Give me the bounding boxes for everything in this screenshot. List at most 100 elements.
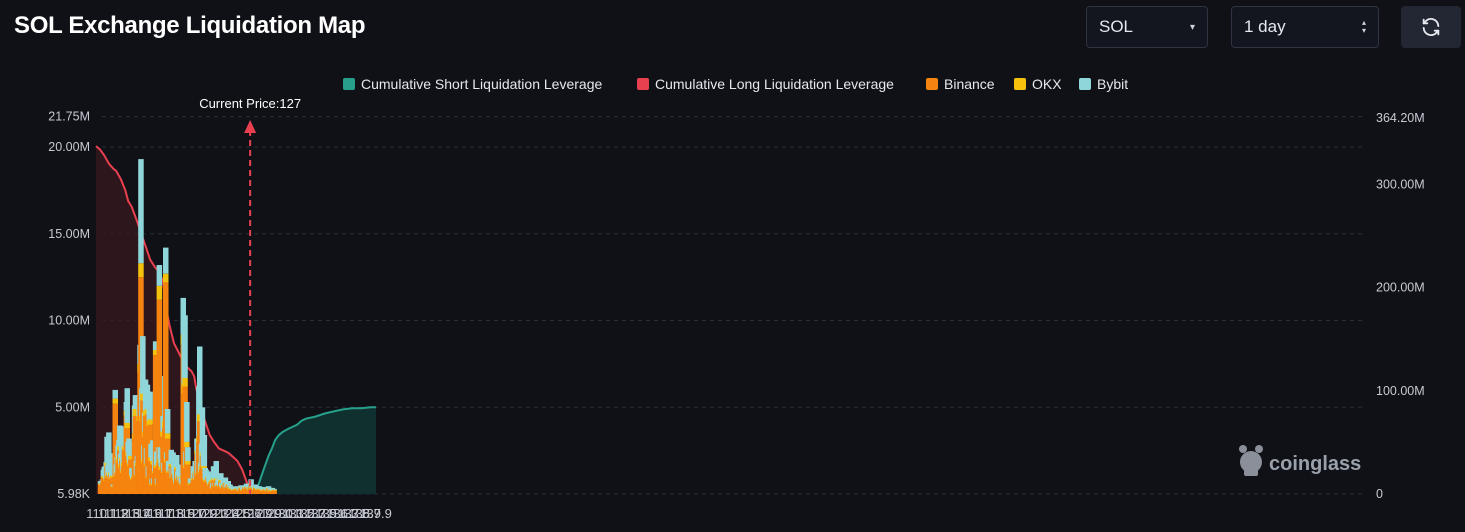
bar-bybit <box>253 486 260 488</box>
bar-bybit <box>138 159 144 264</box>
bar-bybit <box>269 487 275 490</box>
x-axis-tick-label: 112.5 <box>108 506 140 521</box>
bar-bybit <box>199 407 206 453</box>
bar-bybit <box>132 395 139 409</box>
bar-binance <box>132 415 139 494</box>
bar-okx <box>182 377 188 387</box>
bar-bybit <box>157 447 163 460</box>
bar-bybit <box>156 265 163 286</box>
bar-okx <box>185 461 191 465</box>
bar-okx <box>112 398 118 404</box>
bar-okx <box>213 478 219 481</box>
x-axis-tick-label: 120.9 <box>185 506 218 521</box>
bar-bybit <box>218 473 224 481</box>
right-axis-tick-label: 200.00M <box>1376 281 1425 295</box>
current-price-arrow <box>244 120 257 133</box>
bar-bybit <box>201 435 208 467</box>
bar-bybit <box>152 341 159 350</box>
x-axis-tick-label: 117.3 <box>152 506 184 521</box>
refresh-icon <box>1422 18 1440 36</box>
bar-bybit <box>265 486 272 488</box>
legend-label-okx: OKX <box>1032 76 1062 92</box>
x-axis-tick-label: 137.5 <box>337 506 370 521</box>
right-axis-tick-label: 364.20M <box>1376 111 1425 125</box>
x-axis-tick-label: 127.9 <box>249 506 282 521</box>
bar-okx <box>138 263 144 278</box>
coin-select[interactable]: SOL ▾ <box>1086 6 1208 48</box>
bar-bybit <box>174 455 180 468</box>
bar-bybit <box>250 484 256 487</box>
x-axis-tick-label: 124.5 <box>218 506 251 521</box>
bar-okx <box>156 285 163 300</box>
chevron-down-icon: ▾ <box>1189 21 1195 33</box>
short-cumulative-area <box>251 407 376 494</box>
coinglass-logo-icon <box>1239 445 1263 476</box>
bar-bybit <box>163 247 169 274</box>
bar-bybit <box>117 425 123 447</box>
watermark-text: coinglass <box>1269 453 1361 475</box>
left-axis-tick-label: 5.00M <box>55 400 90 414</box>
bar-bybit <box>106 432 112 473</box>
bar-bybit <box>239 486 245 488</box>
bar-bybit <box>213 461 219 479</box>
bar-bybit <box>184 402 190 442</box>
bar-bybit <box>222 477 229 483</box>
refresh-button[interactable] <box>1401 6 1461 48</box>
bar-bybit <box>170 452 176 465</box>
right-axis-tick-label: 0 <box>1376 487 1383 501</box>
bar-bybit <box>234 486 241 488</box>
page-title: SOL Exchange Liquidation Map <box>14 12 366 39</box>
chevron-up-icon: ▴ <box>1361 18 1366 27</box>
bar-bybit <box>147 391 153 420</box>
bar-binance <box>156 299 163 494</box>
bar-okx <box>218 480 224 482</box>
left-axis-tick-label: 15.00M <box>48 227 90 241</box>
legend-label-binance: Binance <box>944 76 995 92</box>
bar-binance <box>271 490 277 494</box>
x-axis-tick-label: 118.5 <box>163 506 195 521</box>
x-axis-tick-label: 111.3 <box>98 506 129 521</box>
chevron-down-icon: ▾ <box>1361 26 1366 35</box>
left-axis-tick-label: 5.98K <box>57 487 90 501</box>
legend-swatch-bybit <box>1079 78 1091 90</box>
x-axis-tick-label: 110.1 <box>86 506 118 521</box>
bar-okx <box>177 476 184 479</box>
legend-swatch-short <box>343 78 355 90</box>
left-axis-tick-label: 21.75M <box>48 110 90 124</box>
x-axis-tick-label: 125.7 <box>229 506 262 521</box>
long-cumulative-line <box>95 145 253 495</box>
legend-swatch-long <box>637 78 649 90</box>
coin-select-value: SOL <box>1099 17 1134 36</box>
bar-bybit <box>128 441 134 456</box>
period-select[interactable]: 1 day ▴ ▾ <box>1231 6 1379 48</box>
bar-bybit <box>271 488 277 490</box>
bar-okx <box>163 273 169 283</box>
bar-binance <box>152 355 159 494</box>
short-cumulative-line <box>250 406 376 495</box>
bar-okx <box>152 350 159 356</box>
bar-bybit <box>245 485 252 487</box>
bar-binance <box>163 282 169 494</box>
current-price-label: Current Price:127 <box>199 96 301 111</box>
bar-bybit <box>107 453 114 473</box>
bar-binance <box>112 403 118 494</box>
right-axis-tick-label: 300.00M <box>1376 177 1425 191</box>
bar-bybit <box>124 388 130 423</box>
bar-bybit <box>227 484 233 487</box>
x-axis-tick-label: 113.7 <box>119 506 151 521</box>
legend-label-bybit: Bybit <box>1097 76 1128 92</box>
x-axis-tick-label: 129.1 <box>260 506 293 521</box>
x-axis-tick-label: 133.9 <box>304 506 337 521</box>
bar-bybit <box>244 486 251 488</box>
bar-bybit <box>140 336 146 394</box>
x-axis-tick-label: 116.1 <box>141 506 173 521</box>
bar-okx <box>147 419 153 425</box>
bar-bybit <box>197 346 203 415</box>
bar-bybit <box>256 486 263 488</box>
bar-okx <box>132 409 139 416</box>
bar-okx <box>164 433 171 439</box>
bar-okx <box>124 422 130 429</box>
bar-bybit <box>253 484 259 488</box>
left-axis-tick-label: 20.00M <box>48 140 90 154</box>
x-axis-tick-label: 139.9 <box>359 506 392 521</box>
